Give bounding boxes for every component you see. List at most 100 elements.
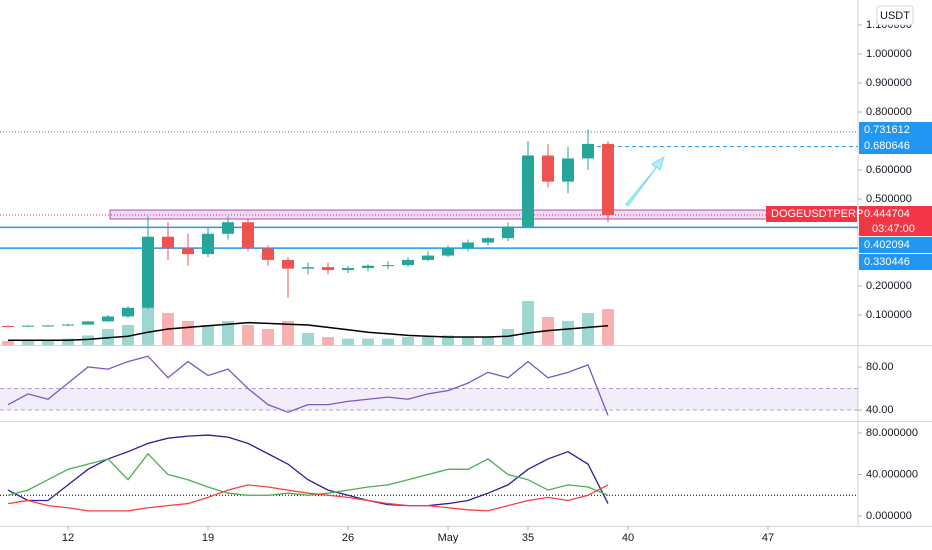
volume-bar	[222, 321, 234, 345]
y-tick-label: 40.000000	[866, 468, 918, 480]
candle-body	[202, 233, 214, 255]
candle-body	[602, 143, 614, 215]
indicator-line	[7, 484, 609, 512]
candle-body	[182, 248, 194, 255]
volume-bar	[482, 337, 494, 345]
volume-ma	[8, 321, 609, 341]
y-tick-label: 0.900000	[866, 77, 912, 89]
volume-bar	[462, 337, 474, 345]
volume-bar	[562, 321, 574, 345]
unit-box[interactable]	[876, 5, 914, 26]
price-level-box	[859, 138, 932, 154]
volume-bar	[42, 341, 54, 345]
symbol-box	[766, 206, 857, 222]
x-tick-label: 26	[342, 532, 354, 544]
candle-body	[482, 238, 494, 243]
candle-body	[2, 326, 14, 328]
marks-layer	[2, 129, 614, 512]
candle-body	[62, 324, 74, 326]
candle-body	[222, 222, 234, 234]
volume-bar	[122, 325, 134, 345]
price-level-box	[859, 122, 932, 138]
symbol-label: DOGEUSDTPERP	[771, 208, 863, 220]
volume-bar	[362, 338, 374, 345]
volume-bar	[602, 309, 614, 345]
volume-bar	[322, 337, 334, 345]
price-zone	[109, 209, 771, 220]
candle-body	[422, 255, 434, 260]
volume-bar	[242, 325, 254, 345]
price-level-label: 0.444704	[864, 208, 910, 220]
candle-body	[282, 259, 294, 269]
candle-body	[562, 158, 574, 182]
volume-bar	[2, 341, 14, 345]
candle-body	[102, 316, 114, 322]
volume-bar	[182, 321, 194, 345]
volume-bar	[522, 301, 534, 345]
price-level-label: 0.680646	[864, 140, 910, 152]
candle-body	[122, 307, 134, 317]
back-layer	[0, 131, 858, 496]
rsi-band	[0, 388, 858, 411]
volume-bar	[502, 329, 514, 345]
candle-body	[342, 268, 354, 271]
y-tick-label: 0.200000	[866, 280, 912, 292]
countdown: 03:47:00	[872, 223, 915, 235]
x-tick-label: 47	[762, 532, 774, 544]
volume-bar	[102, 329, 114, 345]
y-tick-label: 80.00	[866, 361, 894, 373]
candle-body	[262, 248, 274, 260]
volume-bar	[342, 338, 354, 345]
candle-body	[542, 155, 554, 182]
candle-body	[162, 236, 174, 249]
price-level-label: 0.402094	[864, 239, 910, 251]
candle-body	[402, 259, 414, 266]
x-tick-label: May	[438, 532, 459, 544]
x-tick-label: 19	[202, 532, 214, 544]
countdown-box	[859, 222, 932, 236]
price-level-label: 0.330446	[864, 256, 910, 268]
volume-bar	[402, 337, 414, 345]
x-tick-label: 12	[62, 532, 74, 544]
candle-body	[302, 267, 314, 269]
volume-bar	[82, 335, 94, 345]
volume-bar	[422, 337, 434, 345]
candle-body	[362, 265, 374, 269]
y-tick-label: 1.000000	[866, 48, 912, 60]
candle-body	[502, 226, 514, 239]
candle-body	[442, 248, 454, 256]
volume-bar	[442, 335, 454, 345]
y-tick-label: 0.000000	[866, 510, 912, 522]
candle-body	[142, 236, 154, 308]
volume-bar	[382, 338, 394, 345]
price-level-box	[859, 206, 932, 222]
y-tick-label: 0.500000	[866, 193, 912, 205]
volume-bar	[62, 338, 74, 345]
y-tick-label: 0.600000	[866, 164, 912, 176]
y-tick-label: 0.100000	[866, 309, 912, 321]
volume-bar	[302, 333, 314, 345]
y-tick-label: 80.000000	[866, 427, 918, 439]
indicator-line	[7, 355, 609, 416]
candle-body	[382, 265, 394, 267]
volume-bar	[202, 325, 214, 345]
candle-body	[22, 325, 34, 327]
candle-body	[522, 155, 534, 227]
y-tick-label: 0.800000	[866, 106, 912, 118]
y-tick-label: 40.00	[866, 404, 894, 416]
x-tick-label: 40	[622, 532, 634, 544]
unit-label: USDT	[880, 10, 910, 22]
candle-body	[42, 325, 54, 327]
candle-body	[242, 222, 254, 249]
price-level-box	[859, 254, 932, 270]
price-level-box	[859, 237, 932, 253]
candle-body	[322, 267, 334, 271]
labels-layer: 121926May3540471.1000001.0000000.9000000…	[62, 19, 932, 544]
volume-bar	[262, 329, 274, 345]
volume-bar	[22, 340, 34, 345]
volume-bar	[282, 321, 294, 345]
candle-body	[582, 143, 594, 159]
candle-body	[462, 242, 474, 249]
